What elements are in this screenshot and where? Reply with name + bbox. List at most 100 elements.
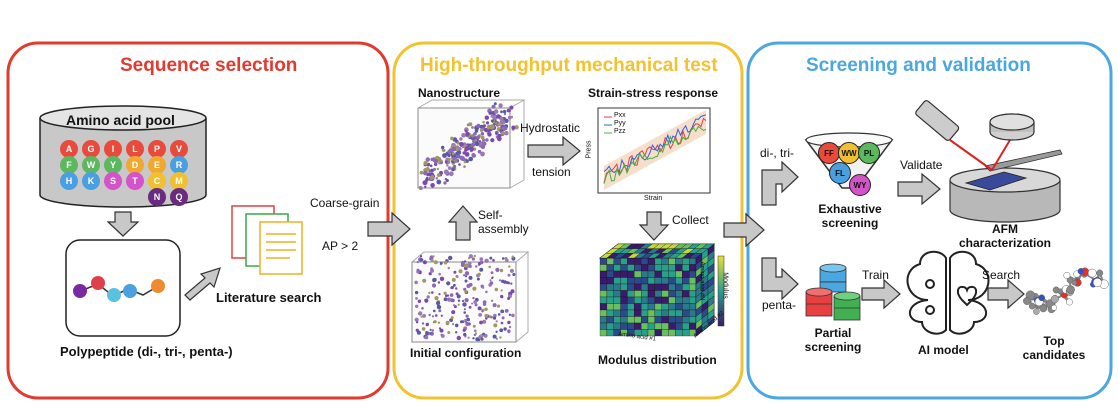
particle (500, 321, 504, 325)
particle (492, 258, 495, 262)
particle (508, 265, 511, 268)
particle (475, 265, 478, 268)
ap-condition-label: AP > 2 (322, 239, 359, 253)
modulus-cell (620, 322, 628, 330)
modulus-cell (599, 322, 608, 330)
amino-acid-badge: R (170, 156, 188, 174)
particle (428, 272, 432, 276)
modulus-cell (668, 303, 676, 311)
modulus-cell (641, 257, 649, 265)
modulus-cell (689, 283, 697, 291)
particle (447, 153, 451, 158)
particle (450, 136, 454, 141)
particle (435, 177, 439, 180)
particle (495, 132, 498, 135)
particle (430, 157, 434, 162)
particle (479, 320, 483, 325)
particle (451, 277, 456, 282)
modulus-cell (654, 283, 662, 291)
amino-acid-badge: T (126, 172, 144, 190)
particle (447, 266, 450, 270)
particle (498, 103, 503, 108)
literature-search-label: Literature search (216, 290, 322, 305)
modulus-cell (668, 329, 676, 337)
modulus-cell (654, 277, 662, 285)
screening-arrow-icon (723, 212, 765, 248)
particle (431, 283, 437, 288)
particle (443, 291, 447, 295)
particle (438, 327, 442, 330)
particle (499, 336, 502, 339)
modulus-cell (606, 309, 614, 317)
amino-acid-badge: A (60, 140, 78, 158)
atom (1071, 279, 1078, 286)
modulus-cell (661, 270, 669, 278)
particle (438, 272, 442, 276)
modulus-cell (675, 277, 683, 285)
modulus-cell (599, 316, 608, 324)
particle (482, 141, 487, 146)
particle (448, 171, 454, 177)
particle (436, 179, 442, 185)
modulus-cell (613, 316, 621, 324)
modulus-cell (634, 309, 642, 317)
particle (471, 153, 476, 158)
particle (415, 321, 419, 324)
modulus-cell (606, 283, 614, 291)
particle (416, 261, 419, 264)
particle (414, 280, 418, 285)
particle (496, 304, 501, 308)
modulus-cell (620, 277, 628, 285)
particle (468, 264, 471, 268)
nanostructure-box (417, 99, 526, 191)
afm-label-2: characterization (958, 236, 1052, 250)
particle (458, 163, 461, 166)
partial-screening-label-2: screening (804, 340, 862, 354)
modulus-cube (598, 243, 725, 337)
particle (419, 170, 424, 175)
particle (468, 275, 473, 280)
polypeptide-chain-icon (73, 276, 165, 302)
amino-acid-badge: P (148, 140, 166, 158)
modulus-cell (682, 283, 690, 291)
particle (468, 305, 472, 309)
particle (455, 331, 458, 334)
modulus-cell (606, 264, 614, 272)
atom (1063, 271, 1071, 279)
bent-arrow-up-icon (761, 160, 799, 206)
modulus-cell (668, 283, 676, 291)
particle (453, 270, 457, 274)
particle (439, 261, 443, 265)
legend-pyy: Pyy (614, 120, 626, 127)
particle (440, 314, 443, 317)
particle (484, 115, 489, 120)
particle (431, 291, 434, 294)
particle (507, 320, 511, 325)
particle (485, 290, 488, 294)
particle (505, 258, 509, 262)
modulus-cell (647, 283, 656, 291)
particle (448, 255, 453, 261)
self-label: Self- (478, 208, 503, 222)
atom (1051, 304, 1058, 311)
modulus-cell (599, 277, 608, 285)
particle (500, 309, 505, 314)
ai-model-icon (906, 250, 990, 335)
modulus-cell (641, 316, 649, 324)
modulus-cell (682, 316, 690, 324)
particle (485, 121, 490, 125)
particle (425, 176, 429, 180)
modulus-cell (661, 283, 669, 291)
modulus-cell (620, 296, 628, 304)
particle (487, 129, 491, 133)
modulus-cell (606, 303, 614, 311)
particle (494, 287, 498, 292)
particle (453, 304, 456, 307)
partial-screening-label-1: Partial (814, 326, 852, 340)
modulus-cell (613, 303, 621, 311)
particle (424, 298, 429, 303)
modulus-cell (654, 296, 662, 304)
particle (472, 286, 477, 291)
sequence-badge: FL (829, 162, 851, 184)
particle (465, 314, 469, 318)
